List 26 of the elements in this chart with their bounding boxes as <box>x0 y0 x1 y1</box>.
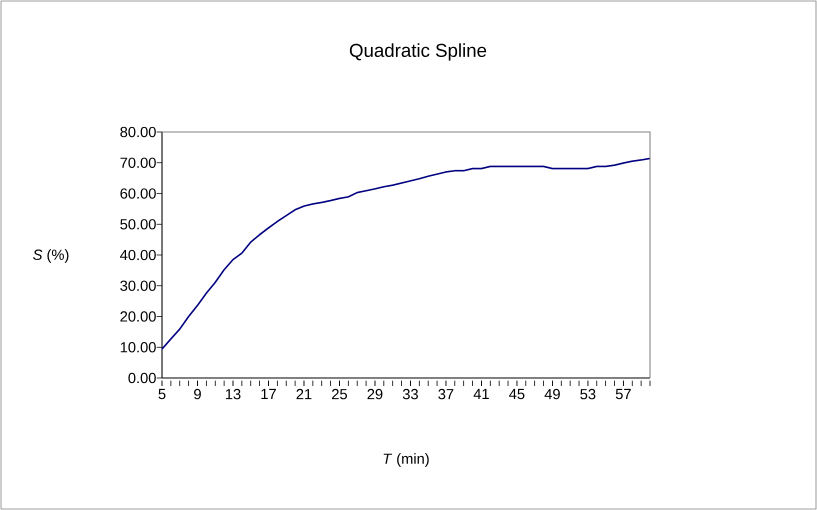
y-tick-label: 20.00 <box>120 311 156 322</box>
x-tick-label: 17 <box>261 388 276 400</box>
y-tick-label: 30.00 <box>120 280 156 291</box>
y-axis-title: S (%) <box>33 249 68 263</box>
y-tick-label: 0.00 <box>128 372 156 384</box>
x-tick-label: 53 <box>580 388 596 400</box>
x-tick-label: 57 <box>616 388 631 400</box>
x-tick-label: 37 <box>438 388 454 400</box>
x-tick-label: 21 <box>296 388 312 400</box>
x-tick-label: 33 <box>402 388 418 400</box>
y-tick-label: 70.00 <box>120 158 156 168</box>
x-tick-label: 29 <box>368 388 382 400</box>
y-tick-label: 60.00 <box>120 188 156 199</box>
y-tick-label: 40.00 <box>120 250 156 260</box>
x-tick-label: 5 <box>158 388 166 400</box>
y-tick-label: 50.00 <box>120 219 156 230</box>
x-axis-title: T (min) <box>384 453 429 467</box>
x-tick-label: 25 <box>332 388 347 400</box>
y-tick-label: 10.00 <box>120 342 156 352</box>
y-tick-label: 80.00 <box>120 126 156 138</box>
x-tick-label: 13 <box>226 388 240 400</box>
x-tick-label: 9 <box>194 388 201 400</box>
chart-title: Quadratic Spline <box>350 43 486 61</box>
x-tick-label: 41 <box>474 388 489 400</box>
x-tick-label: 45 <box>509 388 524 400</box>
x-tick-label: 49 <box>544 388 560 400</box>
